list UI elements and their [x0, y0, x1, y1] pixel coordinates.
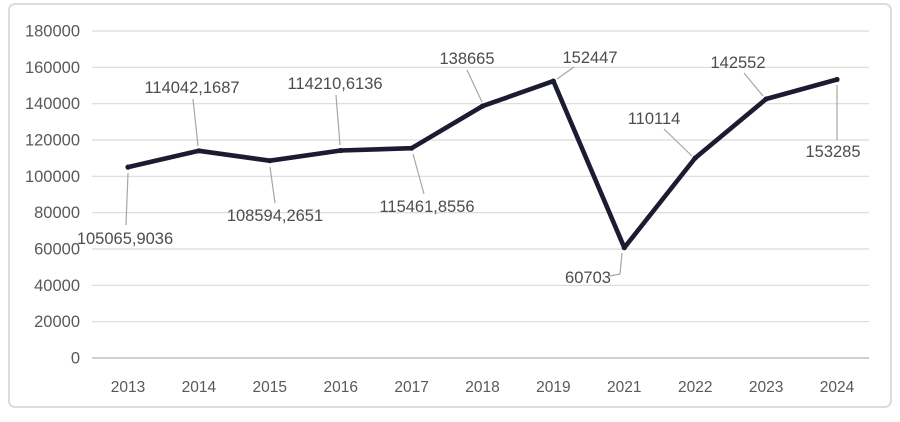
- data-point: [550, 78, 557, 84]
- x-tick-label: 2015: [253, 379, 287, 396]
- data-point: [338, 147, 344, 154]
- data-point: [621, 245, 627, 251]
- y-tick-label: 160000: [25, 59, 80, 77]
- chart-card: [8, 3, 892, 408]
- data-point-label: 114042,1687: [144, 79, 239, 97]
- data-point-label: 115461,8556: [379, 198, 474, 216]
- data-point: [196, 148, 202, 154]
- leader-line: [192, 98, 199, 147]
- leader-lines: [125, 66, 838, 277]
- leader-line: [663, 128, 693, 157]
- y-tick-label: 180000: [25, 23, 80, 41]
- gridlines: [92, 30, 869, 359]
- y-axis-labels: 0 20000 40000 60000 80000 100000 120000 140000 1…: [25, 23, 80, 368]
- leader-line: [412, 153, 425, 195]
- y-tick-label: 80000: [34, 204, 80, 222]
- y-tick-label: 0: [71, 350, 80, 368]
- x-tick-label: 2014: [182, 379, 217, 396]
- data-point-labels: 105065,9036 114042,1687 108594,2651 114210,…: [77, 49, 861, 287]
- x-tick-label: 2024: [820, 379, 855, 396]
- data-point: [692, 155, 698, 161]
- data-point-label: 138665: [439, 50, 494, 68]
- leader-line: [609, 252, 623, 277]
- leader-line: [556, 66, 575, 80]
- y-tick-label: 140000: [25, 95, 80, 113]
- y-tick-label: 40000: [34, 277, 80, 295]
- data-point-label: 152447: [562, 49, 617, 67]
- data-series: [125, 76, 840, 251]
- x-axis-labels: 2013 2014 2015 2016 2017 2018 2019 2021 2022 2023…: [111, 379, 855, 396]
- x-tick-label: 2019: [536, 379, 570, 396]
- data-point: [409, 145, 415, 151]
- x-tick-label: 2013: [111, 379, 145, 396]
- data-point: [763, 96, 769, 102]
- data-point-label: 110114: [628, 110, 681, 128]
- x-tick-label: 2023: [749, 379, 783, 396]
- data-point: [479, 103, 486, 109]
- x-tick-label: 2018: [465, 379, 499, 396]
- data-point: [125, 164, 131, 170]
- x-tick-label: 2016: [323, 379, 357, 396]
- y-tick-label: 60000: [34, 241, 80, 259]
- data-point: [834, 76, 840, 83]
- data-point-label: 153285: [805, 143, 860, 161]
- data-point-label: 60703: [565, 269, 611, 287]
- data-point-label: 114210,6136: [287, 75, 382, 93]
- data-point-label: 105065,9036: [77, 230, 173, 248]
- leader-line: [743, 72, 764, 97]
- leader-line: [125, 172, 129, 226]
- data-point: [267, 158, 273, 164]
- x-tick-label: 2022: [678, 379, 712, 396]
- data-point-label: 142552: [710, 54, 765, 72]
- y-tick-label: 20000: [34, 313, 80, 331]
- y-tick-label: 120000: [25, 132, 80, 150]
- x-tick-label: 2017: [394, 379, 428, 396]
- leader-line: [269, 166, 276, 204]
- leader-line: [335, 94, 341, 146]
- y-tick-label: 100000: [25, 168, 80, 186]
- data-point-label: 108594,2651: [227, 207, 323, 225]
- x-tick-label: 2021: [607, 379, 641, 396]
- leader-line: [466, 69, 483, 103]
